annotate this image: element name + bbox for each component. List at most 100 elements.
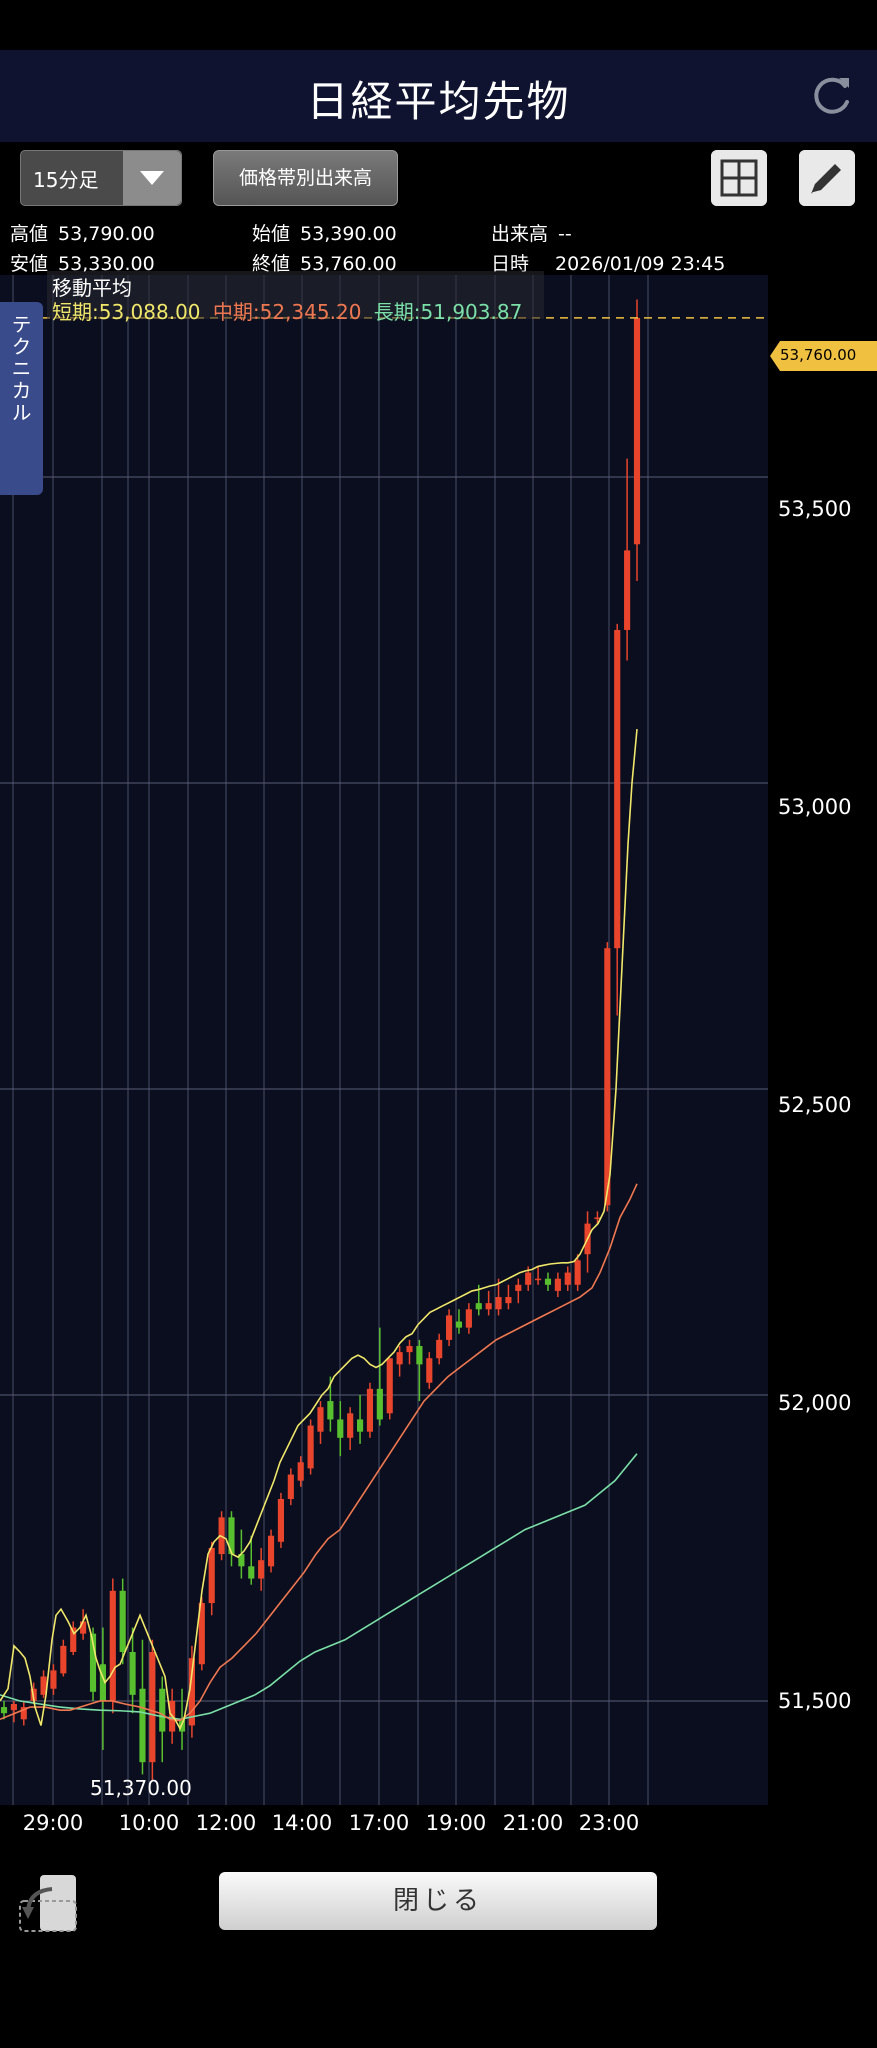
timeframe-select[interactable]: 15分足 [20, 150, 182, 206]
volume-label: 出来高 [491, 223, 549, 245]
close-label: 終値 [252, 253, 291, 275]
last-price-badge: 53,760.00 [770, 341, 877, 371]
candle-body [416, 1346, 423, 1365]
candle-body [20, 1707, 27, 1720]
candle-body [317, 1407, 324, 1432]
ma-long-line [0, 1453, 638, 1721]
x-tick-label: 21:00 [502, 1811, 564, 1835]
volume: 出来高 -- [491, 219, 572, 246]
high-price: 高値 53,790.00 [10, 219, 155, 246]
datetime: 日時 2026/01/09 23:45 [491, 249, 725, 276]
candle-body [50, 1670, 57, 1689]
candle-body [208, 1547, 215, 1604]
candle-body [149, 1652, 156, 1763]
ma-short-line [0, 729, 638, 1731]
refresh-icon[interactable] [807, 72, 855, 120]
y-tick-label: 52,000 [778, 1391, 852, 1415]
candle-body [287, 1474, 294, 1499]
candle-body [356, 1419, 364, 1432]
x-tick-label: 10:00 [118, 1811, 180, 1835]
x-tick-label: 14:00 [271, 1811, 333, 1835]
technical-tab[interactable]: テクニカル [0, 302, 43, 495]
ma-mid-value: 中期:52,345.20 [212, 300, 362, 324]
low-value: 53,330.00 [58, 253, 155, 275]
candle-body [525, 1272, 532, 1285]
candle-body [89, 1633, 97, 1692]
candle-body [495, 1297, 502, 1310]
x-tick-label: 23:00 [578, 1811, 640, 1835]
candle-body [258, 1560, 265, 1579]
candle-body [475, 1303, 482, 1310]
candle-body [40, 1676, 47, 1695]
candle-body [446, 1315, 453, 1340]
datetime-value: 2026/01/09 23:45 [555, 253, 726, 275]
candle-body [594, 1217, 601, 1219]
candle-body [564, 1272, 571, 1285]
candle-body [614, 629, 621, 949]
candle-body [109, 1590, 116, 1701]
candle-body [267, 1535, 275, 1567]
candle-body [60, 1645, 67, 1674]
candle-body [465, 1309, 472, 1328]
x-tick-label: 19:00 [425, 1811, 487, 1835]
candle-body [604, 948, 611, 1206]
undo-icon[interactable] [18, 1873, 78, 1933]
technical-tab-label: テクニカル [8, 314, 32, 424]
candle-body [574, 1260, 581, 1285]
open-price: 始値 53,390.00 [252, 219, 397, 246]
candle-body [307, 1425, 314, 1469]
page-title: 日経平均先物 [306, 77, 571, 126]
candle-body [347, 1413, 354, 1438]
volume-value: -- [558, 223, 572, 245]
ma-mid-line [0, 1183, 638, 1722]
x-tick-label: 12:00 [195, 1811, 257, 1835]
candle-body [624, 550, 631, 630]
pencil-icon[interactable] [799, 150, 855, 206]
toolbar: 15分足 価格帯別出来高 [0, 142, 877, 220]
low-price: 安値 53,330.00 [10, 249, 155, 276]
timeframe-label: 15分足 [33, 168, 99, 192]
y-tick-label: 53,500 [778, 497, 852, 521]
candle-body [337, 1419, 344, 1438]
volume-profile-button[interactable]: 価格帯別出来高 [213, 150, 398, 206]
session-low-label: 51,370.00 [90, 1776, 192, 1800]
high-value: 53,790.00 [58, 223, 155, 245]
close-button[interactable]: 閉じる [219, 1872, 657, 1930]
high-label: 高値 [10, 223, 49, 245]
close-price: 終値 53,760.00 [252, 249, 397, 276]
candle-body [99, 1664, 106, 1701]
candle-body [80, 1621, 87, 1634]
candle-body [228, 1517, 235, 1555]
candle-body [327, 1401, 334, 1420]
candle-body [297, 1462, 304, 1481]
ma-short-value: 短期:53,088.00 [52, 300, 201, 324]
chart-plot-area [0, 275, 768, 1805]
candle-body [485, 1303, 492, 1310]
ma-legend-values: 短期:53,088.00 中期:52,345.20 長期:51,903.87 [52, 296, 522, 325]
last-price-badge-shape [770, 341, 877, 371]
candle-body [535, 1278, 542, 1281]
candle-body [277, 1499, 285, 1542]
candle-body [376, 1388, 383, 1420]
candle-body [119, 1590, 126, 1652]
candle-body [198, 1603, 205, 1665]
open-label: 始値 [252, 223, 291, 245]
datetime-label: 日時 [491, 253, 530, 275]
price-chart[interactable] [0, 275, 877, 1805]
open-value: 53,390.00 [300, 223, 397, 245]
candle-body [505, 1297, 512, 1304]
candle-body [515, 1284, 522, 1291]
ma-legend-title: 移動平均 [52, 276, 132, 300]
grid-layout-icon[interactable] [711, 150, 767, 206]
candle-body [238, 1554, 245, 1567]
candle-body [70, 1627, 77, 1652]
candle-body [406, 1346, 413, 1353]
candle-body [633, 317, 641, 545]
ma-legend-box [47, 271, 544, 319]
candle-body [554, 1278, 561, 1291]
y-tick-label: 51,500 [778, 1689, 852, 1713]
candle-body [10, 1704, 17, 1711]
candle-body [426, 1358, 433, 1383]
candle-body [436, 1339, 443, 1359]
chevron-down-icon[interactable] [123, 151, 181, 205]
